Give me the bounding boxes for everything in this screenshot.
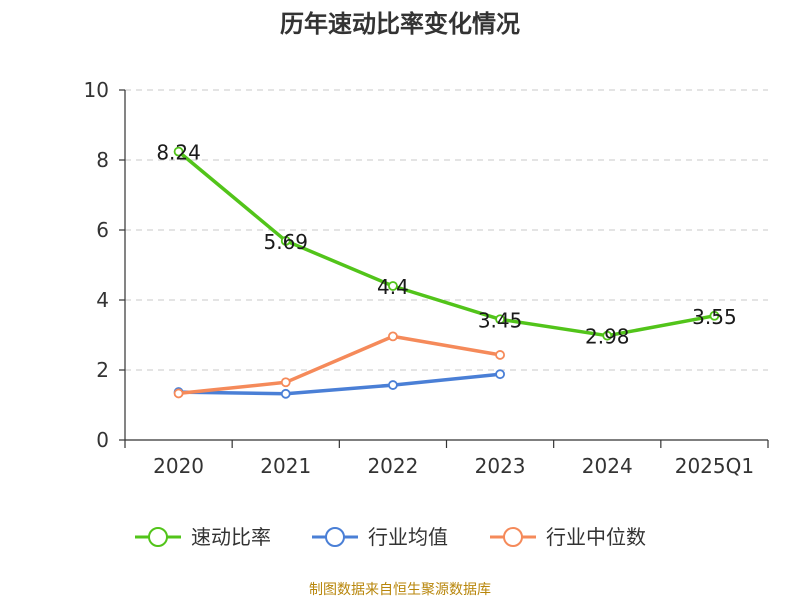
data-point	[173, 146, 184, 157]
data-source-note: 制图数据来自恒生聚源数据库	[309, 582, 491, 598]
data-label: 3.45	[478, 308, 523, 332]
x-tick-label: 2022	[367, 454, 418, 478]
data-label: 8.24	[156, 141, 201, 165]
data-point	[280, 388, 291, 399]
legend-marker	[148, 527, 168, 547]
x-tick-label: 2024	[582, 454, 633, 478]
legend-label: 速动比率	[191, 525, 271, 549]
axes: 0 2 4 6 8 10 2020 2021 2022 2023 2024 2025Q1	[84, 78, 769, 478]
legend-item-1[interactable]: 速动比率	[135, 525, 271, 549]
data-point	[388, 331, 398, 342]
y-tick-label: 2	[96, 358, 109, 382]
legend-marker	[325, 527, 345, 547]
x-tick-label: 2020	[153, 454, 204, 478]
data-point	[495, 369, 505, 380]
data-point	[388, 281, 398, 291]
data-label: 2.98	[585, 325, 630, 349]
legend-item-2[interactable]: 行业均值	[312, 525, 448, 549]
x-tick-label: 2021	[260, 454, 311, 478]
data-label: 5.69	[263, 230, 308, 254]
x-tick-label: 2025Q1	[675, 454, 754, 478]
legend-label: 行业中位数	[546, 525, 646, 549]
legend-item-3[interactable]: 行业中位数	[490, 525, 646, 549]
series-line-2	[176, 372, 502, 396]
data-point	[280, 377, 291, 388]
legend[interactable]: 速动比率 行业均值 行业中位数	[135, 525, 646, 549]
y-tick-label: 0	[96, 428, 109, 452]
data-point	[709, 310, 720, 321]
data-labels: 8.24 5.69 4.4 3.45 2.98 3.55	[156, 141, 736, 349]
series-line-3	[176, 334, 502, 396]
y-tick-label: 8	[96, 148, 109, 172]
data-point	[173, 388, 184, 399]
series	[173, 146, 720, 399]
legend-marker	[503, 527, 523, 547]
data-point	[495, 314, 505, 325]
data-label: 3.55	[692, 305, 737, 329]
data-point	[602, 330, 613, 341]
y-tick-label: 6	[96, 218, 109, 242]
data-point	[280, 235, 291, 246]
series-line-1	[176, 149, 717, 338]
x-tick-label: 2023	[475, 454, 526, 478]
data-point	[495, 350, 505, 360]
y-tick-label: 10	[84, 78, 109, 102]
y-tick-label: 4	[96, 288, 109, 312]
legend-label: 行业均值	[368, 525, 448, 549]
chart-title: 历年速动比率变化情况	[280, 10, 520, 38]
data-point	[388, 380, 398, 390]
data-label: 4.4	[377, 275, 409, 299]
grid	[125, 89, 768, 371]
